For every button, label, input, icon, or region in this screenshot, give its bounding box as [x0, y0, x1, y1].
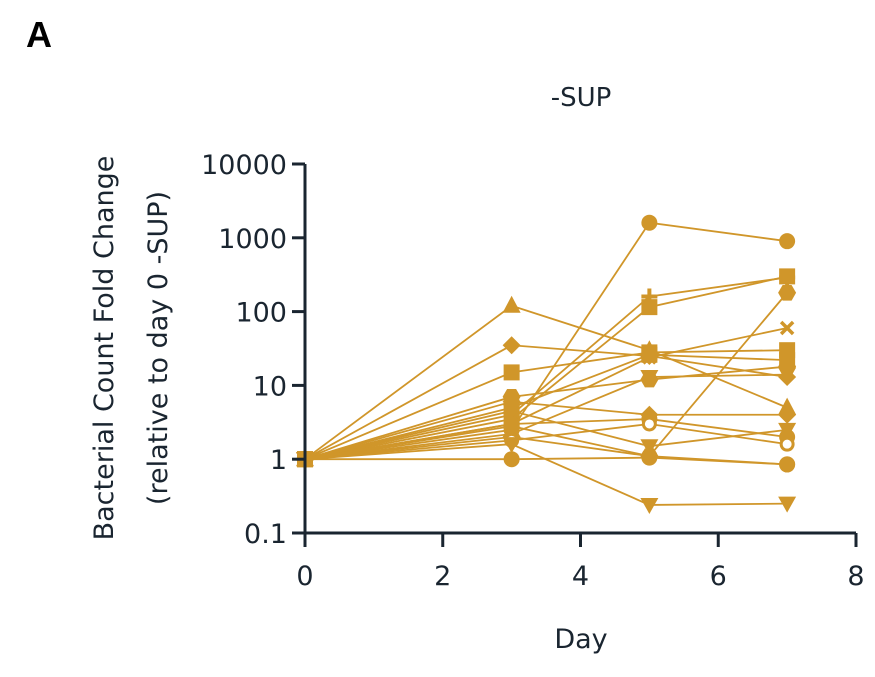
data-point-square: [503, 364, 520, 381]
series-line: [304, 221, 788, 461]
y-tick-label: 100: [235, 298, 287, 329]
data-point-triangle-down: [640, 439, 659, 456]
series-line: [304, 292, 788, 461]
series-s1: [297, 214, 796, 468]
y-tick-label: 1: [270, 445, 287, 476]
data-point-triangle-down: [778, 496, 797, 513]
data-point-hexagon: [778, 285, 797, 301]
y-axis-title-line2: (relative to day 0 -SUP): [143, 191, 174, 505]
data-point-circle: [503, 418, 520, 435]
data-point-circle-open: [641, 416, 657, 432]
series-line: [304, 304, 788, 460]
data-point-circle: [503, 451, 520, 468]
x-tick-label: 0: [296, 561, 313, 592]
x-axis-title: Day: [554, 624, 607, 655]
data-point-circle: [641, 449, 658, 466]
series-line: [304, 275, 788, 461]
data-point-triangle-down: [640, 497, 659, 514]
y-tick-label: 10: [253, 371, 287, 402]
x-tick-label: 4: [572, 561, 589, 592]
data-point-circle: [779, 456, 796, 473]
data-point-triangle-down: [502, 403, 521, 420]
data-point-x: [779, 320, 795, 336]
series-line: [304, 400, 788, 461]
data-point-circle: [641, 214, 658, 231]
series-s12: [296, 392, 797, 469]
series-layer: [296, 214, 797, 514]
data-point-diamond: [778, 405, 797, 424]
series-line: [304, 365, 788, 461]
chart-title: -SUP: [551, 83, 612, 113]
data-point-triangle-down: [778, 367, 797, 384]
series-line: [304, 443, 788, 506]
data-point-triangle-up: [502, 295, 521, 313]
series-line: [304, 344, 788, 460]
x-tick-label: 6: [710, 561, 727, 592]
data-point-square: [641, 299, 658, 316]
series-line: [304, 373, 788, 461]
series-line: [304, 276, 788, 461]
y-tick-label: 0.1: [244, 519, 287, 550]
data-point-square: [779, 268, 796, 285]
data-point-diamond: [502, 336, 521, 355]
y-tick-label: 10000: [201, 150, 287, 181]
series-line: [304, 410, 788, 461]
x-tick-label: 8: [847, 561, 864, 592]
data-point-circle-open: [779, 436, 795, 452]
series-line: [304, 418, 788, 461]
x-tick-label: 2: [434, 561, 451, 592]
data-point-triangle-down: [778, 422, 797, 439]
panel-label: A: [26, 14, 52, 55]
data-point-triangle-down: [502, 437, 521, 454]
y-axis-title-line1: Bacterial Count Fold Change: [89, 156, 120, 541]
series-line: [304, 353, 788, 461]
series-line: [304, 423, 788, 461]
data-point-triangle-down: [640, 369, 659, 386]
series-line: [305, 456, 788, 466]
y-axis-title: Bacterial Count Fold Change (relative to…: [89, 156, 174, 541]
data-point-square: [641, 346, 658, 363]
y-tick-label: 1000: [218, 224, 287, 255]
axes-layer: 0.1 1 10 100 1000 10000 0 2 4 6 8: [201, 150, 865, 592]
data-point-circle: [779, 233, 796, 250]
